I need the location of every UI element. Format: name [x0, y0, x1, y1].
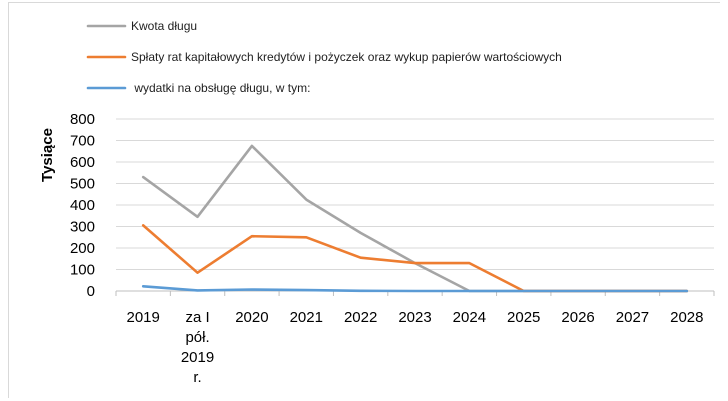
legend: Kwota długu Spłaty rat kapitałowych kredy…	[86, 19, 562, 95]
series-lines	[141, 144, 689, 293]
y-axis-title: Tysiące	[39, 128, 56, 182]
x-tick-label: 2025	[507, 309, 540, 326]
chart-frame	[8, 2, 720, 398]
x-tick-label: 2021	[290, 309, 323, 326]
x-tick-label: 2019	[126, 309, 159, 326]
x-tick-label: 2022	[344, 309, 377, 326]
legend-label: Spłaty rat kapitałowych kredytów i pożyc…	[131, 50, 562, 64]
y-tick-label: 100	[70, 262, 95, 279]
x-tick-label: 2023	[398, 309, 431, 326]
y-tick-label: 400	[70, 197, 95, 214]
y-tick-label: 200	[70, 240, 95, 257]
legend-label: wydatki na obsługę długu, w tym:	[131, 81, 310, 95]
x-tick-label: 2026	[561, 309, 594, 326]
y-axis-ticks: 0 100 200 300 400 500 600 700 800	[70, 111, 95, 300]
y-tick-label: 700	[70, 133, 95, 150]
series-line-3	[141, 284, 689, 293]
x-tick-label: 2020	[235, 309, 268, 326]
y-tick-label: 600	[70, 154, 95, 171]
y-tick-label: 300	[70, 219, 95, 236]
series-line-2	[141, 224, 689, 293]
legend-label: Kwota długu	[131, 19, 197, 33]
y-tick-label: 500	[70, 176, 95, 193]
x-tick-label: 2024	[453, 309, 486, 326]
x-tick-label: 2027	[616, 309, 649, 326]
x-tick-label: 2028	[670, 309, 703, 326]
y-tick-label: 800	[70, 111, 95, 128]
y-tick-label: 0	[87, 283, 95, 300]
